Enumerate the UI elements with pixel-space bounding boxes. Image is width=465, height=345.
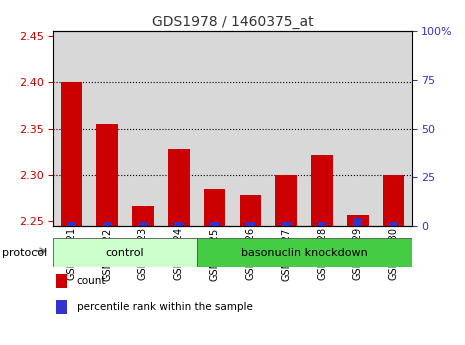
Bar — [197, 238, 412, 267]
Bar — [204, 189, 226, 345]
Bar — [210, 222, 219, 226]
Bar — [282, 222, 291, 226]
Bar — [103, 222, 112, 226]
Bar — [96, 124, 118, 345]
Bar — [318, 222, 326, 226]
Bar — [174, 222, 183, 226]
Bar — [383, 175, 405, 345]
Text: basonuclin knockdown: basonuclin knockdown — [241, 248, 367, 258]
Bar — [132, 206, 154, 345]
Bar — [60, 82, 82, 345]
Bar — [347, 215, 369, 345]
Bar — [89, 31, 125, 226]
Text: percentile rank within the sample: percentile rank within the sample — [77, 302, 252, 312]
Text: count: count — [77, 276, 106, 286]
Bar — [275, 175, 297, 345]
Text: control: control — [106, 248, 145, 258]
Bar — [53, 31, 89, 226]
Bar — [168, 149, 190, 345]
Bar — [376, 31, 412, 226]
Bar — [311, 155, 333, 345]
Bar — [139, 222, 147, 226]
Bar — [161, 31, 197, 226]
Bar — [340, 31, 376, 226]
Bar — [268, 31, 304, 226]
Bar — [304, 31, 340, 226]
Bar — [53, 238, 197, 267]
Bar — [232, 31, 268, 226]
Bar — [197, 31, 232, 226]
Bar — [389, 222, 398, 226]
Bar — [67, 222, 76, 226]
Text: protocol: protocol — [2, 248, 47, 257]
Title: GDS1978 / 1460375_at: GDS1978 / 1460375_at — [152, 14, 313, 29]
Bar — [353, 218, 362, 226]
Bar — [239, 195, 261, 345]
Bar — [246, 222, 255, 226]
Bar — [125, 31, 161, 226]
